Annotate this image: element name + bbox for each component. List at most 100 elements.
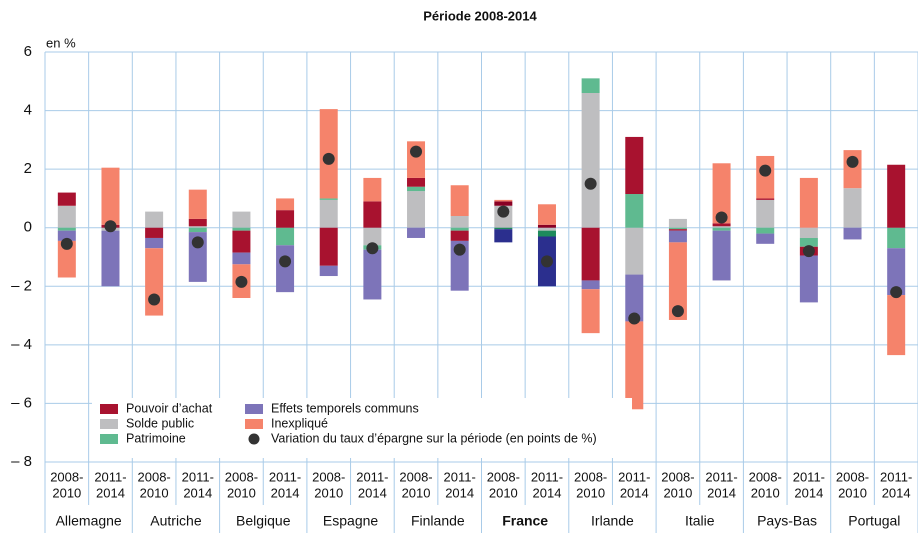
x-tick-label: 2008- <box>225 469 258 484</box>
bar-segment <box>537 204 556 225</box>
x-tick-label: 2011- <box>356 469 388 484</box>
bar-segment <box>363 201 382 228</box>
legend-dot <box>248 433 260 445</box>
bar-segment <box>57 227 76 231</box>
x-tick-label: 2014 <box>533 485 562 500</box>
bar-segment <box>537 227 556 231</box>
dot <box>235 275 248 288</box>
bar-segment <box>319 198 338 200</box>
bar-segment <box>57 230 76 241</box>
group-label: Espagne <box>323 513 378 529</box>
x-tick-label: 2014 <box>794 485 823 500</box>
x-tick-label: 2010 <box>227 485 256 500</box>
group-label: Finlande <box>411 513 465 529</box>
x-tick-label: 2008- <box>50 469 83 484</box>
dot <box>890 286 903 299</box>
y-tick-label: – 8 <box>11 453 32 470</box>
legend-label: Inexpliqué <box>271 416 328 430</box>
group-label: Italie <box>685 513 715 529</box>
bar-segment <box>407 177 426 187</box>
bar-segment <box>494 227 513 230</box>
x-tick-label: 2008- <box>574 469 607 484</box>
x-tick-label: 2010 <box>838 485 867 500</box>
bar-segment <box>843 150 862 189</box>
dot <box>759 164 772 177</box>
bar-segment <box>450 216 469 228</box>
y-tick-label: 2 <box>24 160 32 177</box>
x-tick-label: 2011- <box>444 469 476 484</box>
bar-segment <box>407 191 426 228</box>
bar-segment <box>887 248 906 296</box>
bar-segment <box>756 155 775 199</box>
bar-segment <box>887 295 906 356</box>
bar-segment <box>668 218 687 228</box>
dot <box>846 155 859 168</box>
x-tick-label: 2014 <box>620 485 649 500</box>
dot <box>410 145 423 158</box>
x-tick-label: 2010 <box>52 485 81 500</box>
dot <box>584 177 597 190</box>
group-label: Belgique <box>236 513 291 529</box>
legend-swatch <box>245 404 263 414</box>
dot <box>191 236 204 249</box>
bar-segment <box>581 78 600 93</box>
bar-segment <box>276 245 295 293</box>
legend-label: Effets temporels communs <box>271 401 419 415</box>
x-tick-label: 2008- <box>487 469 520 484</box>
x-tick-label: 2010 <box>751 485 780 500</box>
bar-segment <box>188 218 207 227</box>
bar-segment <box>232 252 251 265</box>
x-tick-label: 2014 <box>882 485 911 500</box>
y-tick-label: 6 <box>24 43 32 60</box>
bar-segment <box>407 186 426 192</box>
bar-segment <box>232 227 251 231</box>
bar-segment <box>625 321 644 410</box>
bar-segment <box>625 194 644 228</box>
bar-segment <box>57 192 76 206</box>
dot <box>322 152 335 165</box>
y-axis-label: en % <box>46 35 76 50</box>
bar-segment <box>276 198 295 211</box>
bar-segment <box>188 227 207 233</box>
legend-swatch <box>100 434 118 444</box>
bar-segment <box>581 227 600 281</box>
legend-label: Patrimoine <box>126 431 186 445</box>
bar-segment <box>537 224 556 228</box>
bar-segment <box>232 230 251 253</box>
bar-segment <box>276 227 295 246</box>
legend-swatch <box>100 419 118 429</box>
chart-title: Période 2008-2014 <box>423 8 537 23</box>
dot <box>802 245 815 258</box>
bar-segment <box>625 227 644 275</box>
x-tick-label: 2011- <box>705 469 737 484</box>
dot <box>453 243 466 256</box>
bar-segment <box>581 289 600 334</box>
x-tick-label: 2014 <box>183 485 212 500</box>
bar-segment <box>450 227 469 231</box>
x-tick-label: 2011- <box>880 469 912 484</box>
bar-segment <box>363 177 382 202</box>
bar-segment <box>101 167 120 225</box>
bar-segment <box>756 199 775 228</box>
bar-segment <box>450 185 469 216</box>
bar-segment <box>799 227 818 238</box>
bar-segment <box>494 199 513 202</box>
bar-segment <box>188 226 207 228</box>
dot <box>497 205 510 218</box>
bar-segment <box>712 226 731 228</box>
x-tick-label: 2010 <box>576 485 605 500</box>
bar-segment <box>712 230 731 281</box>
bar-segment <box>887 227 906 249</box>
bar-segment <box>101 230 120 287</box>
x-tick-label: 2008- <box>312 469 345 484</box>
bar-segment <box>145 248 164 316</box>
dot <box>540 255 553 268</box>
bar-segment <box>756 233 775 244</box>
dot <box>148 293 161 306</box>
group-label: Pays-Bas <box>757 513 817 529</box>
bar-segment <box>668 229 687 231</box>
x-tick-label: 2008- <box>836 469 869 484</box>
bar-segment <box>407 227 426 238</box>
y-tick-label: 4 <box>24 102 32 119</box>
legend-label: Variation du taux d’épargne sur la pério… <box>271 431 597 445</box>
